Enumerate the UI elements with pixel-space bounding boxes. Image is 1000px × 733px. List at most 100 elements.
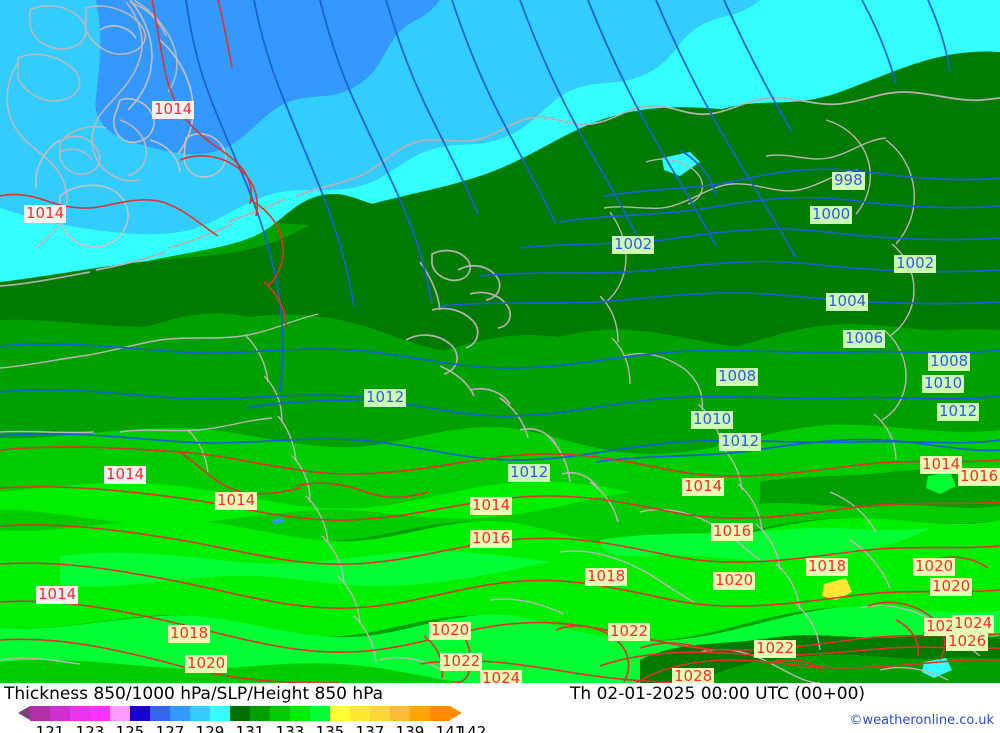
contour-label-1014: 1014 <box>36 585 79 604</box>
contour-label-1018: 1018 <box>168 624 211 643</box>
contour-1002 <box>519 228 1000 249</box>
colorbar-swatch-16 <box>350 706 370 721</box>
contour-label-1018: 1018 <box>585 567 628 586</box>
colorbar-swatch-6 <box>150 706 170 721</box>
colorbar-tick-129: 129 <box>195 723 225 733</box>
colorbar-swatch-10 <box>230 706 250 721</box>
contour-1000 <box>559 196 1000 223</box>
contour-1028 <box>635 659 1000 683</box>
colorbar-swatch-9 <box>210 706 230 721</box>
contour-1010 <box>0 389 1000 417</box>
contour-label-1020: 1020 <box>930 577 973 596</box>
colorbar-tick-125: 125 <box>115 723 145 733</box>
colorbar-swatch-4 <box>110 706 130 721</box>
colorbar-tick-141: 141 <box>435 723 465 733</box>
colorbar-over-arrow <box>450 706 462 720</box>
weather-map-canvas[interactable]: 1014 1014 998 1000 1002 1002 1004 1006 1008 1008 1… <box>0 0 1000 683</box>
thickness-colorbar: 121 123 125 127 129 131 133 135 137 139 141 142 <box>18 706 486 733</box>
contour-1012 <box>0 433 1000 461</box>
colorbar-swatch-18 <box>390 706 410 721</box>
contour-label-1014: 1014 <box>152 100 195 119</box>
colorbar-swatch-15 <box>330 706 350 721</box>
colorbar-swatch-1 <box>50 706 70 721</box>
colorbar-tick-137: 137 <box>355 723 385 733</box>
contour-label-1016: 1016 <box>470 529 513 548</box>
colorbar-swatch-3 <box>90 706 110 721</box>
thickness-streak-2 <box>60 551 550 587</box>
colorbar-tick-142: 142 <box>457 723 487 733</box>
contour-label-998: 998 <box>832 171 865 190</box>
contour-label-1010: 1010 <box>691 410 734 429</box>
thickness-band-132 <box>0 314 1000 454</box>
contour-label-1010: 1010 <box>922 374 965 393</box>
colorbar-swatch-12 <box>270 706 290 721</box>
contour-label-1016: 1016 <box>711 522 754 541</box>
contour-label-1028: 1028 <box>672 668 715 683</box>
contour-label-1012: 1012 <box>364 388 407 407</box>
contour-label-1012: 1012 <box>719 432 762 451</box>
contour-label-1022: 1022 <box>754 639 797 658</box>
contour-label-1018: 1018 <box>806 557 849 576</box>
contour-998 <box>603 168 1000 197</box>
contour-1022 <box>0 600 1000 653</box>
colorbar-swatch-20 <box>430 706 450 721</box>
colorbar-swatch-7 <box>170 706 190 721</box>
contour-label-1008: 1008 <box>716 367 759 386</box>
contour-1026 <box>599 646 1000 667</box>
continental-coastline <box>0 91 1000 523</box>
colorbar-under-arrow <box>18 706 30 720</box>
contour-1006 <box>439 292 1000 307</box>
colorbar-tick-labels: 121 123 125 127 129 131 133 135 137 139 141 142 <box>30 723 487 733</box>
thickness-band-dark-sw <box>0 659 470 683</box>
colorbar-tick-127: 127 <box>155 723 185 733</box>
colorbar-swatch-5 <box>130 706 150 721</box>
colorbar-tick-131: 131 <box>235 723 265 733</box>
contour-label-1006: 1006 <box>843 329 886 348</box>
contour-label-1020: 1020 <box>713 571 756 590</box>
thickness-patch-yellow <box>822 578 852 600</box>
contour-1020 <box>0 562 1000 609</box>
contour-label-1020: 1020 <box>185 654 228 673</box>
colorbar-swatch-0 <box>30 706 50 721</box>
contour-label-1022: 1022 <box>440 652 483 671</box>
map-title: Thickness 850/1000 hPa/SLP/Height 850 hP… <box>4 684 384 704</box>
colorbar-tick-133: 133 <box>275 723 305 733</box>
contour-label-1014: 1014 <box>215 491 258 510</box>
contour-label-1024: 1024 <box>480 670 523 683</box>
contour-label-1002: 1002 <box>612 235 655 254</box>
coastline-layer-2 <box>35 0 227 248</box>
colorbar-swatch-17 <box>370 706 390 721</box>
contour-label-1012: 1012 <box>937 402 980 421</box>
thickness-band-131b <box>0 107 1000 363</box>
lake-blue-small <box>272 518 284 524</box>
colorbar-swatches <box>30 706 450 721</box>
map-footer: Thickness 850/1000 hPa/SLP/Height 850 hP… <box>0 683 1000 733</box>
colorbar-swatch-2 <box>70 706 90 721</box>
colorbar-tick-135: 135 <box>315 723 345 733</box>
colorbar-swatch-19 <box>410 706 430 721</box>
contour-label-1026: 1026 <box>946 632 989 651</box>
colorbar-tick-139: 139 <box>395 723 425 733</box>
thickness-shading-layer <box>0 0 1000 683</box>
colorbar-swatch-11 <box>250 706 270 721</box>
contour-label-1012: 1012 <box>508 463 551 482</box>
contour-label-1024: 1024 <box>952 614 995 633</box>
contour-label-1014: 1014 <box>24 204 67 223</box>
height-850-contour-layer <box>0 0 1000 463</box>
copyright-credit: ©weatheronline.co.uk <box>849 713 994 728</box>
contour-label-1004: 1004 <box>826 292 869 311</box>
contour-label-1022: 1022 <box>608 622 651 641</box>
colorbar-swatch-8 <box>190 706 210 721</box>
contour-label-1014: 1014 <box>920 455 963 474</box>
colorbar-swatch-13 <box>290 706 310 721</box>
contour-label-1000: 1000 <box>810 205 853 224</box>
contour-1008 <box>0 343 1000 369</box>
contour-1024 <box>0 638 341 683</box>
contour-label-1014: 1014 <box>682 477 725 496</box>
contour-label-1014: 1014 <box>470 496 513 515</box>
map-valid-time: Th 02-01-2025 00:00 UTC (00+00) <box>570 684 866 704</box>
colorbar-tick-121: 121 <box>35 723 65 733</box>
contour-1014 <box>0 446 1000 477</box>
contour-label-1020: 1020 <box>429 621 472 640</box>
contour-label-1014: 1014 <box>104 465 147 484</box>
